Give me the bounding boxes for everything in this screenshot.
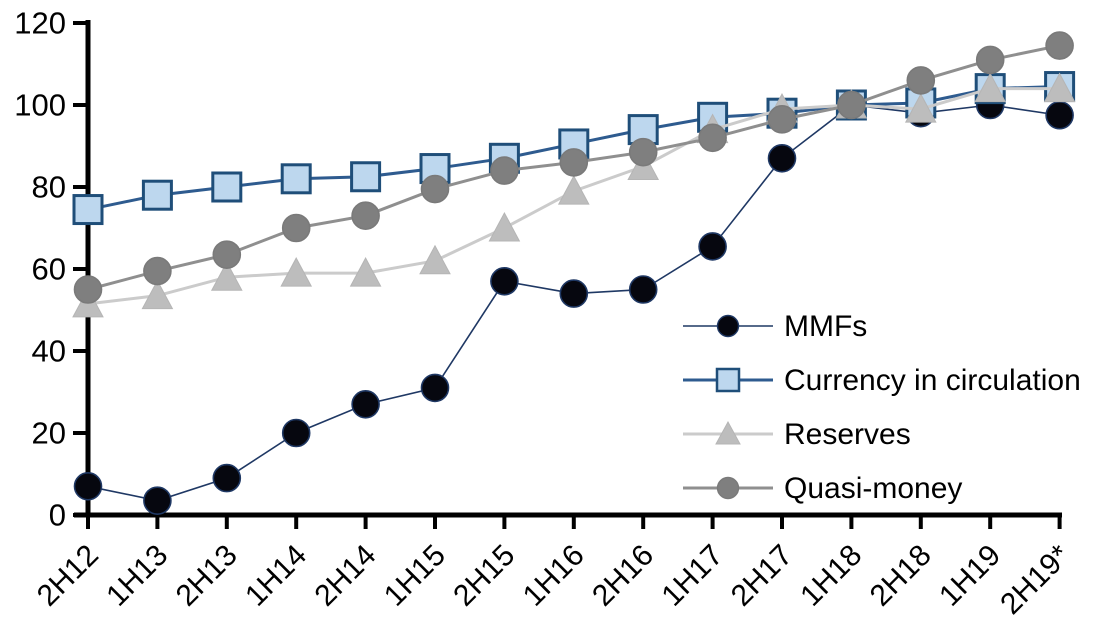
series-marker-mmfs — [351, 389, 380, 419]
series-marker-reserves — [488, 211, 521, 242]
series-marker-reserves — [141, 279, 174, 310]
series-marker-reserves — [974, 72, 1007, 103]
series-marker-quasi-money — [559, 148, 589, 177]
y-tick-label: 20 — [32, 416, 66, 451]
series-marker-quasi-money — [975, 45, 1005, 75]
series-marker-quasi-money — [73, 275, 103, 304]
y-tick-label: 80 — [32, 170, 66, 205]
series-marker-quasi-money — [698, 123, 727, 153]
series-marker-mmfs — [73, 471, 103, 501]
series-marker-currency-in-circulation — [280, 163, 312, 195]
series-marker-reserves — [1043, 72, 1076, 103]
legend-swatch-reserves — [715, 420, 741, 445]
series-marker-currency-in-circulation — [141, 179, 173, 211]
series-marker-currency-in-circulation — [350, 161, 382, 193]
x-tick-label: 1H15 — [378, 539, 452, 613]
x-tick-label: 1H19 — [933, 539, 1007, 613]
x-tick-label: 1H16 — [517, 539, 591, 613]
series-marker-quasi-money — [143, 256, 172, 286]
series-marker-reserves — [280, 257, 313, 287]
y-tick-label: 120 — [14, 6, 66, 41]
legend-label-currency-in-circulation: Currency in circulation — [784, 364, 1081, 397]
series-marker-quasi-money — [351, 201, 380, 230]
x-tick-label: 1H13 — [100, 539, 174, 613]
x-tick-label: 1H18 — [794, 539, 868, 613]
legend-label-quasi-money: Quasi-money — [784, 472, 962, 505]
legend-swatch-currency-in-circulation — [715, 367, 741, 393]
series-marker-mmfs — [143, 486, 172, 515]
series-marker-quasi-money — [906, 66, 936, 95]
series-marker-reserves — [210, 261, 243, 291]
series-marker-mmfs — [698, 232, 727, 261]
series-marker-quasi-money — [490, 156, 519, 185]
legend-swatch-mmfs — [716, 314, 740, 338]
series-marker-quasi-money — [837, 90, 866, 120]
y-tick-label: 100 — [14, 88, 66, 123]
series-marker-currency-in-circulation — [211, 171, 243, 203]
series-marker-mmfs — [490, 266, 519, 296]
series-marker-quasi-money — [767, 105, 797, 134]
x-tick-label: 2H18 — [864, 539, 938, 613]
series-marker-mmfs — [628, 275, 658, 304]
series-marker-mmfs — [1045, 100, 1074, 130]
series-marker-reserves — [557, 175, 590, 205]
x-tick-label: 1H14 — [239, 539, 313, 613]
x-tick-label: 2H14 — [309, 539, 383, 613]
series-marker-quasi-money — [1045, 31, 1074, 60]
series-marker-reserves — [904, 93, 937, 123]
x-tick-label: 2H12 — [31, 539, 105, 613]
legend-swatch-quasi-money — [716, 476, 740, 500]
x-tick-label: 1H17 — [656, 539, 730, 613]
series-marker-mmfs — [212, 463, 242, 493]
series-marker-reserves — [349, 257, 382, 287]
y-tick-label: 0 — [49, 498, 66, 533]
series-marker-mmfs — [420, 373, 450, 403]
series-marker-reserves — [419, 244, 451, 275]
x-tick-label: 2H13 — [170, 539, 244, 613]
legend-label-mmfs: MMFs — [784, 310, 867, 343]
series-marker-currency-in-circulation — [72, 194, 104, 226]
series-marker-mmfs — [281, 418, 311, 448]
series-marker-quasi-money — [281, 213, 311, 243]
x-tick-label: 2H19* — [994, 538, 1077, 621]
series-marker-mmfs — [767, 144, 797, 173]
x-tick-label: 2H15 — [447, 539, 521, 613]
y-tick-label: 60 — [32, 252, 66, 287]
x-tick-label: 2H16 — [586, 539, 660, 613]
x-tick-label: 2H17 — [725, 539, 799, 613]
series-marker-mmfs — [559, 279, 589, 308]
y-tick-label: 40 — [32, 334, 66, 369]
legend-label-reserves: Reserves — [784, 418, 911, 451]
series-marker-quasi-money — [212, 240, 242, 269]
series-marker-quasi-money — [628, 137, 658, 167]
series-marker-quasi-money — [420, 174, 450, 204]
